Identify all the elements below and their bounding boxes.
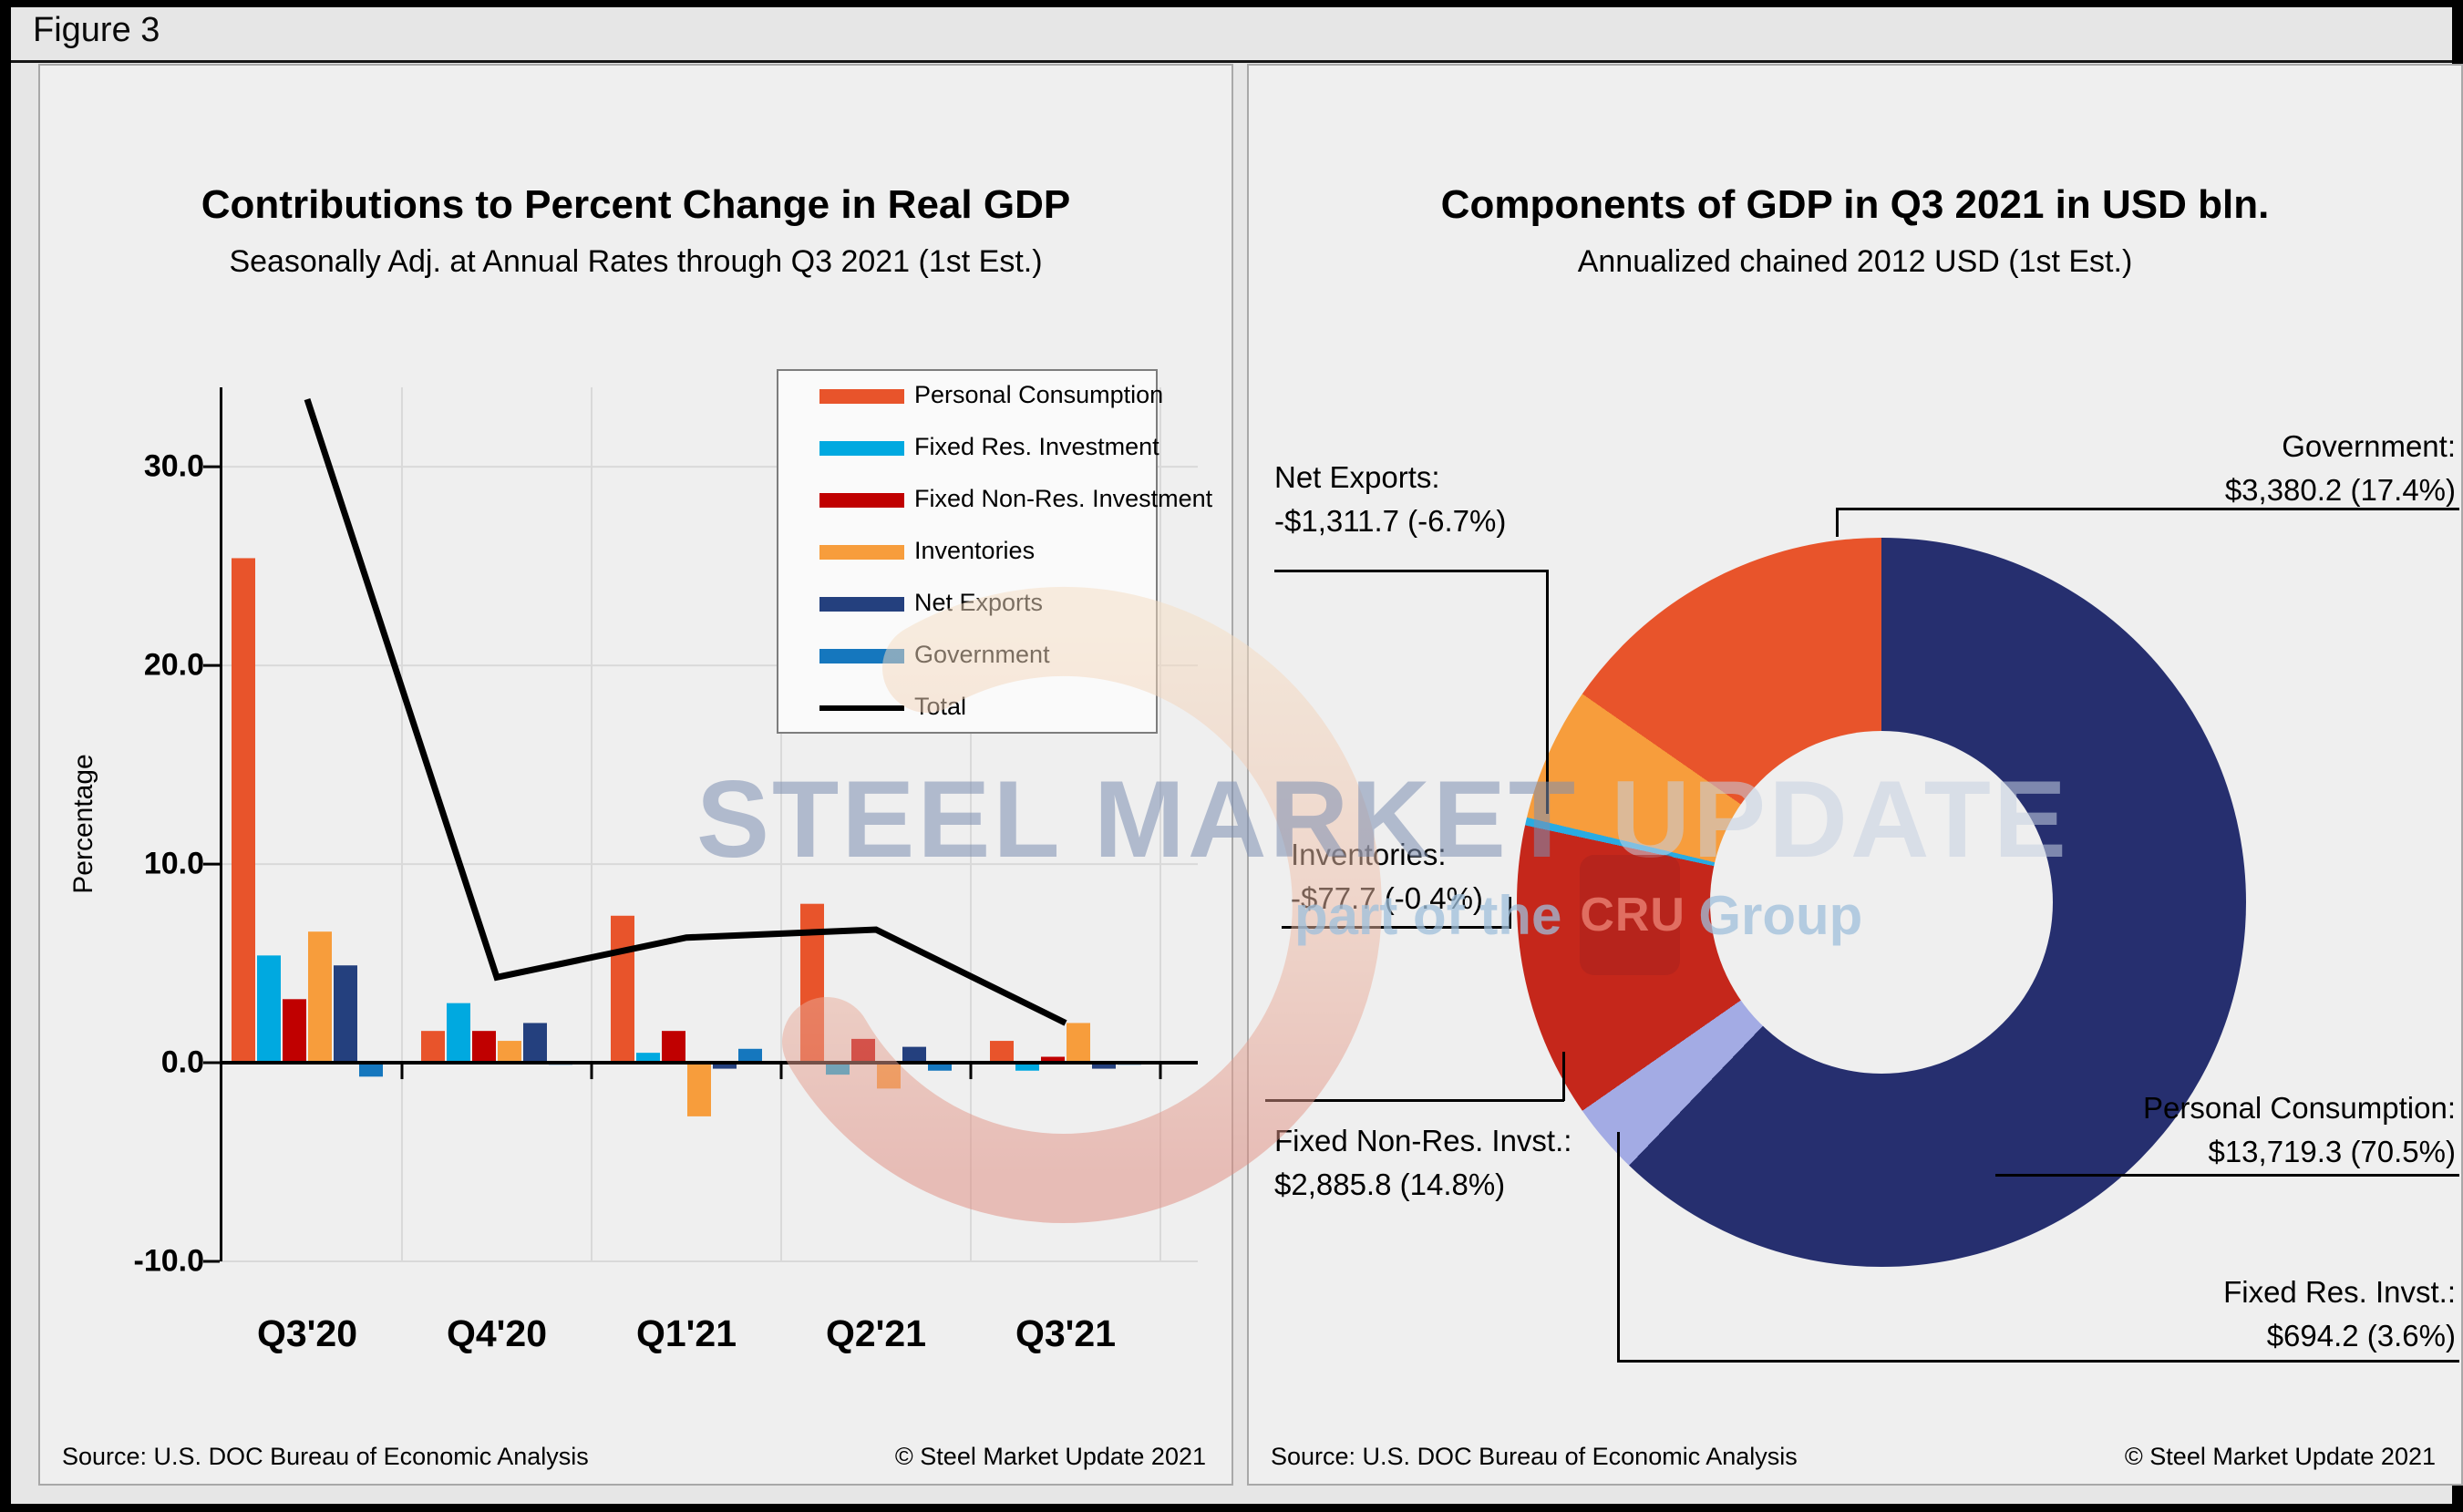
callout-inventories: Inventories: -$77.7 (-0.4%) [1291, 838, 1483, 915]
chart-legend: Personal Consumption Fixed Res. Investmen… [777, 369, 1212, 734]
y-tick-label: 20.0 [143, 647, 204, 683]
right-chart-subtitle: Annualized chained 2012 USD (1st Est.) [1577, 244, 2133, 279]
x-tick-label: Q3'21 [1015, 1312, 1117, 1354]
x-tick-label: Q3'20 [256, 1312, 358, 1354]
leader-fixed-nonres-v [1562, 1052, 1565, 1101]
legend-swatch-icon [819, 441, 904, 456]
donut-chart [1517, 538, 2246, 1267]
bar-inventories [308, 931, 332, 1064]
legend-label: Total [914, 693, 967, 720]
bar-net-exports [334, 965, 357, 1064]
x-tick-label: Q1'21 [635, 1312, 737, 1354]
legend-label: Net Exports [914, 589, 1044, 616]
bar-fixed-non-res-investment [472, 1031, 496, 1064]
bar-fixed-non-res-investment [662, 1031, 685, 1064]
bar-fixed-non-res-investment [851, 1038, 875, 1064]
bar-personal-consumption [611, 915, 634, 1064]
y-tick-label: 10.0 [143, 846, 204, 881]
header-divider [11, 60, 2452, 63]
bar-inventories [1067, 1023, 1090, 1064]
legend-label: Fixed Non-Res. Investment [914, 485, 1213, 512]
donut-hole [1710, 731, 2053, 1074]
bar-fixed-res-investment [636, 1053, 660, 1064]
legend-label: Government [914, 641, 1050, 668]
bar-net-exports [902, 1046, 926, 1064]
left-footer: Source: U.S. DOC Bureau of Economic Anal… [40, 1443, 1232, 1471]
callout-personal-consumption: Personal Consumption: $13,719.3 (70.5%) [2142, 1091, 2456, 1168]
leader-fixed-res-v [1617, 1132, 1620, 1362]
bar-government [359, 1063, 383, 1077]
right-copyright-text: © Steel Market Update 2021 [2124, 1443, 2436, 1470]
gdp-contributions-panel: Contributions to Percent Change in Real … [38, 64, 1233, 1486]
right-source-text: Source: U.S. DOC Bureau of Economic Anal… [1271, 1443, 1798, 1470]
bar-inventories [687, 1063, 711, 1116]
bar-chart-svg [203, 387, 1198, 1263]
leader-government-v [1836, 508, 1839, 537]
legend-swatch-icon [819, 545, 904, 560]
left-chart-title: Contributions to Percent Change in Real … [201, 182, 1071, 227]
callout-fixed-res: Fixed Res. Invst.: $694.2 (3.6%) [2223, 1275, 2456, 1353]
left-chart-subtitle: Seasonally Adj. at Annual Rates through … [229, 244, 1043, 279]
figure-canvas: Figure 3 Contributions to Percent Change… [11, 7, 2463, 1504]
legend-swatch-icon [819, 597, 904, 612]
leader-fixed-nonres-h [1265, 1099, 1564, 1102]
y-tick-label: 30.0 [143, 448, 204, 484]
gdp-components-panel: Components of GDP in Q3 2021 in USD bln.… [1247, 64, 2463, 1486]
bar-net-exports [713, 1063, 737, 1069]
leader-net-exports-v [1546, 570, 1549, 814]
leader-fixed-res-h [1617, 1360, 2459, 1363]
bar-net-exports [523, 1023, 547, 1064]
x-tick-label: Q2'21 [825, 1312, 927, 1354]
legend-label: Fixed Res. Investment [914, 433, 1159, 460]
y-tick-label: 0.0 [160, 1044, 204, 1080]
y-tick-label: -10.0 [133, 1243, 205, 1279]
bar-personal-consumption [990, 1041, 1014, 1064]
leader-personal-consumption-h [1995, 1174, 2459, 1177]
bar-fixed-res-investment [257, 955, 281, 1064]
right-chart-title: Components of GDP in Q3 2021 in USD bln. [1440, 182, 2270, 227]
leader-government-h [1836, 508, 2459, 510]
bar-personal-consumption [421, 1031, 445, 1064]
legend-swatch-icon [819, 705, 904, 711]
bar-fixed-res-investment [447, 1003, 470, 1064]
bar-personal-consumption [800, 903, 824, 1064]
bar-personal-consumption [232, 558, 255, 1064]
bar-chart-plot-area [203, 387, 1198, 1263]
leader-inventories-v [1509, 897, 1511, 928]
legend-swatch-icon [819, 389, 904, 404]
figure-label: Figure 3 [33, 11, 160, 49]
callout-fixed-nonres: Fixed Non-Res. Invst.: $2,885.8 (14.8%) [1274, 1124, 1572, 1201]
legend-label: Inventories [914, 537, 1036, 564]
callout-government: Government: $3,380.2 (17.4%) [2224, 429, 2456, 507]
left-source-text: Source: U.S. DOC Bureau of Economic Anal… [62, 1443, 589, 1470]
leader-inventories-h [1282, 926, 1511, 929]
legend-label: Personal Consumption [914, 381, 1164, 408]
legend-swatch-icon [819, 649, 904, 663]
bar-inventories [498, 1041, 521, 1064]
legend-swatch-icon [819, 493, 904, 508]
left-copyright-text: © Steel Market Update 2021 [894, 1443, 1206, 1470]
leader-net-exports-h [1274, 570, 1548, 572]
callout-net-exports: Net Exports: -$1,311.7 (-6.7%) [1274, 460, 1507, 538]
y-axis-title: Percentage [68, 754, 98, 894]
x-tick-label: Q4'20 [446, 1312, 548, 1354]
right-footer: Source: U.S. DOC Bureau of Economic Anal… [1249, 1443, 2461, 1471]
bar-government [738, 1048, 762, 1064]
bar-inventories [877, 1063, 901, 1089]
bar-fixed-non-res-investment [283, 999, 306, 1064]
